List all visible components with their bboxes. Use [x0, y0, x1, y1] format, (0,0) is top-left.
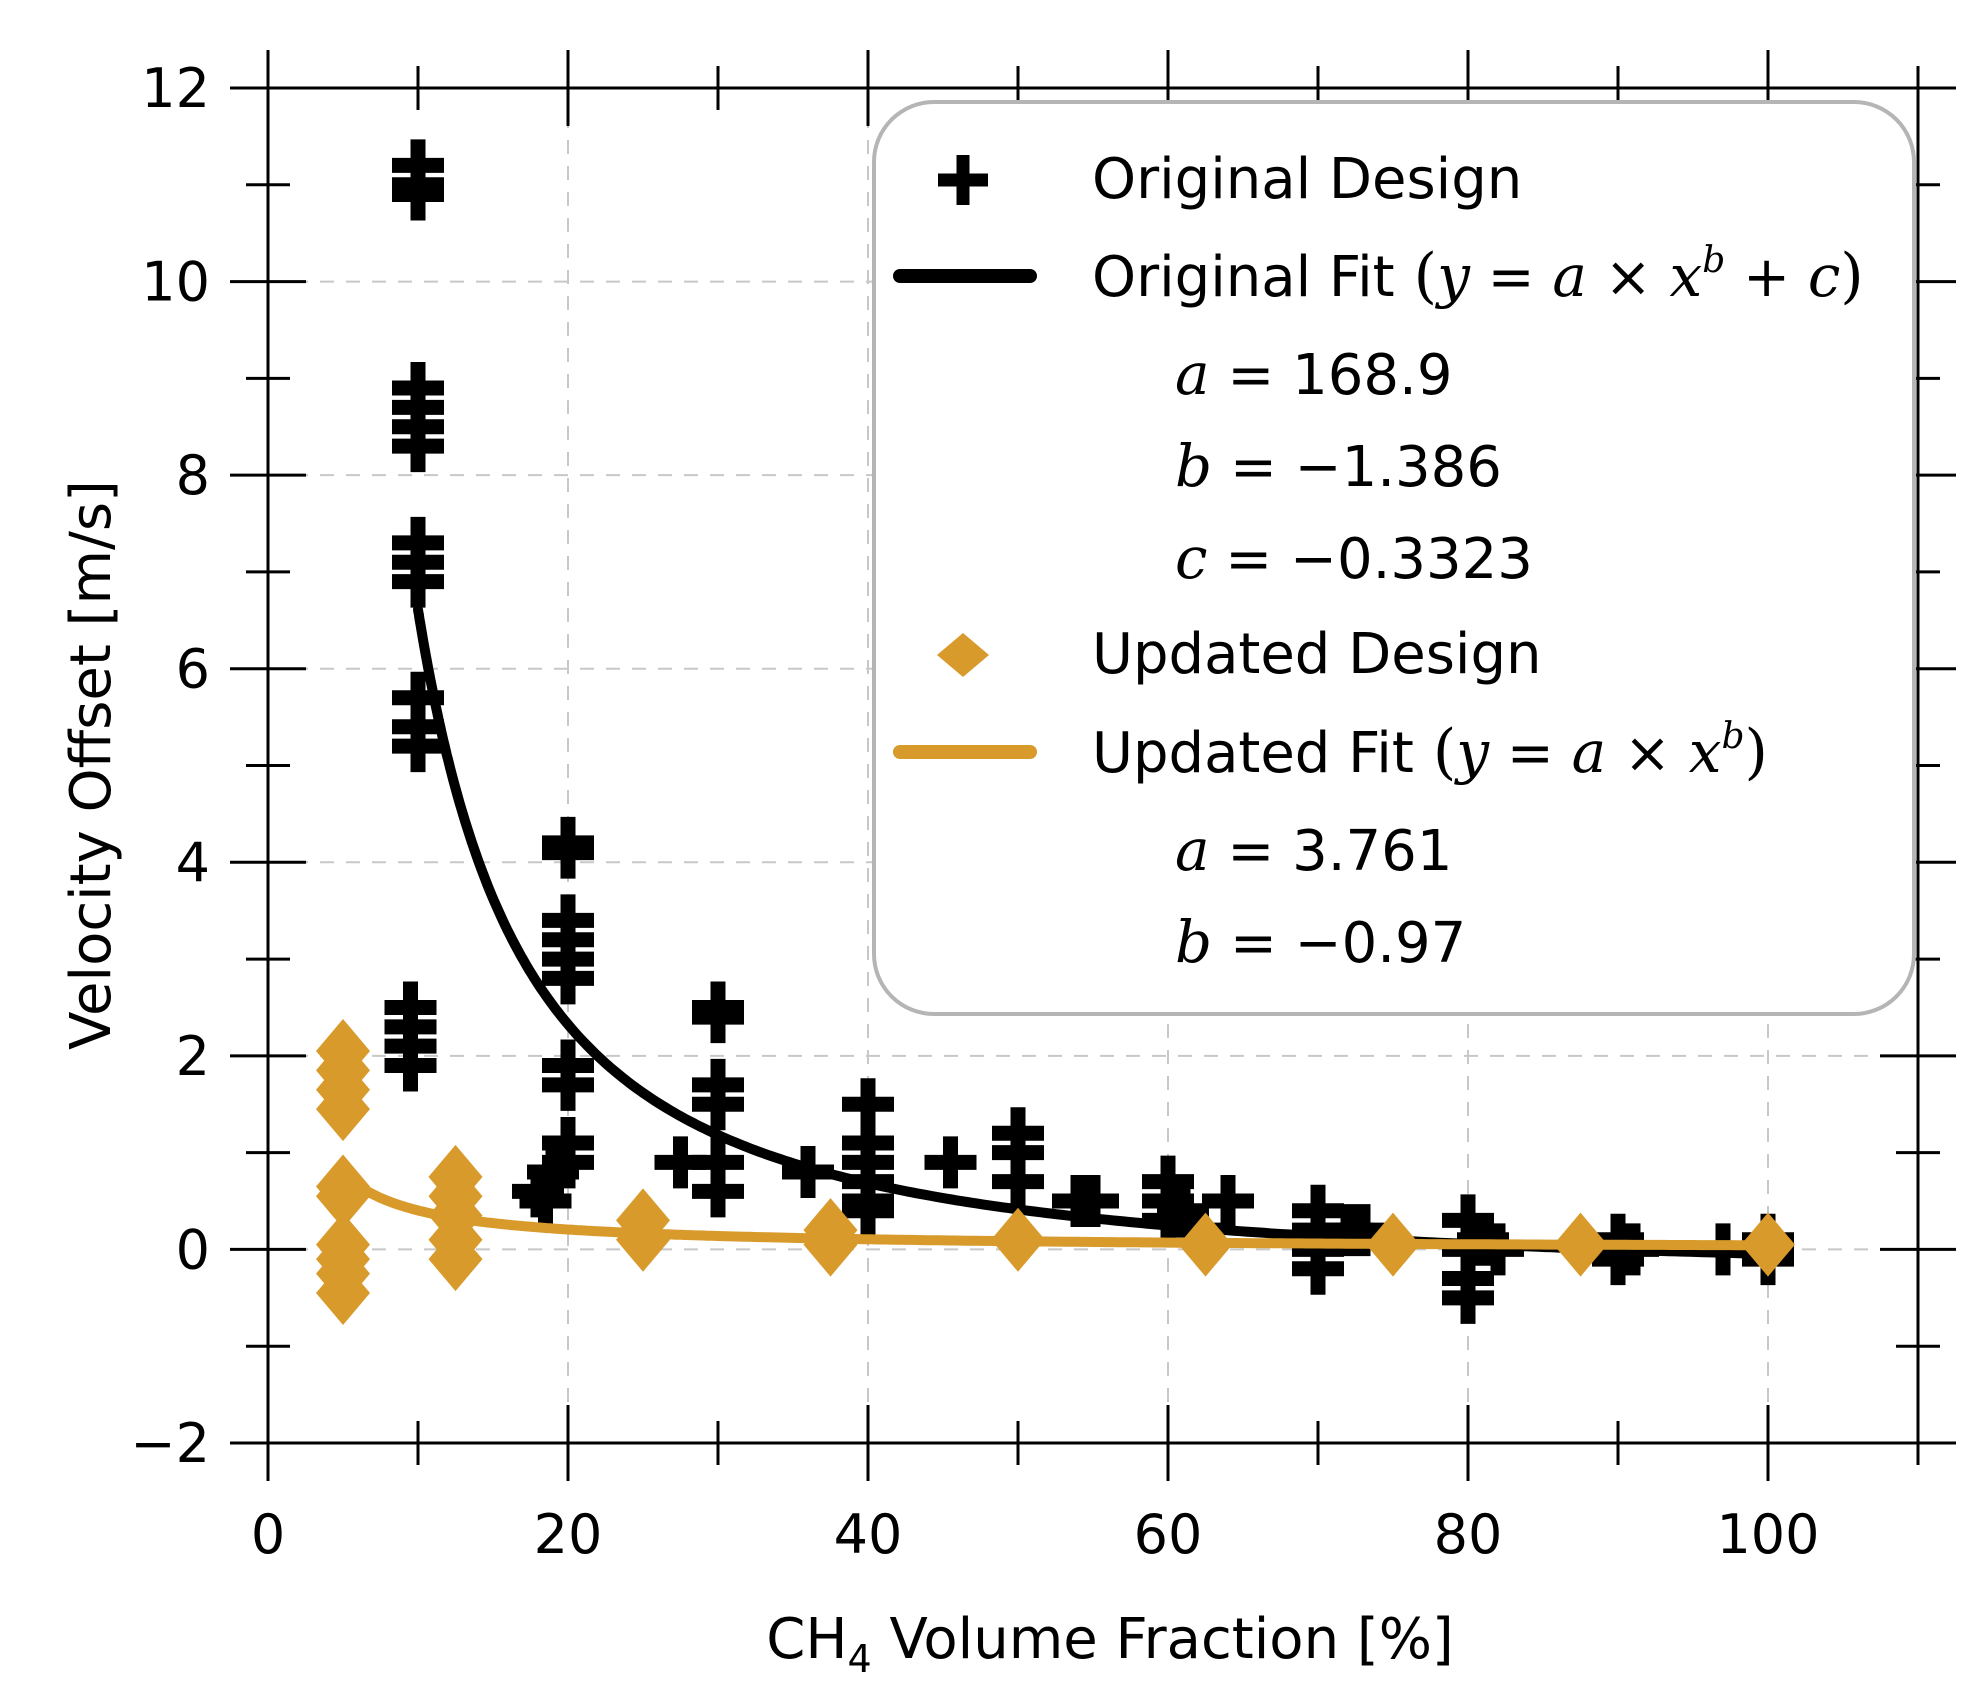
legend-original-c: c = −0.3323 [1175, 524, 1533, 592]
original-design-point [392, 555, 444, 608]
legend-original-fit: Original Fit (y = a × xb + c) [1092, 240, 1864, 311]
original-design-point [392, 720, 444, 773]
x-tick-label: 20 [534, 1503, 603, 1566]
original-design-point [542, 952, 594, 1005]
x-tick-label: 0 [251, 1503, 285, 1566]
original-design-point [924, 1136, 977, 1189]
updated-design-point [803, 1212, 858, 1277]
updated-design-point [1741, 1212, 1795, 1277]
y-tick-label: 12 [141, 57, 210, 120]
x-tick-label: 80 [1434, 1503, 1503, 1566]
original-design-point [692, 1165, 744, 1218]
legend-plus-marker [938, 155, 988, 205]
y-tick-label: −2 [130, 1412, 210, 1475]
y-axis-label: Velocity Offset [m/s] [59, 480, 124, 1050]
legend-original-b: b = −1.386 [1175, 432, 1502, 500]
tick-label-layer: 0 20 40 60 80 100 −2 0 2 4 6 8 10 12 [130, 57, 1819, 1566]
updated-design-point [428, 1227, 483, 1292]
legend-updated-design: Updated Design [1092, 622, 1542, 687]
updated-design-point [991, 1207, 1045, 1272]
x-tick-label: 100 [1716, 1503, 1819, 1566]
y-tick-label: 8 [176, 444, 210, 507]
original-design-point [992, 1155, 1044, 1208]
original-design-point [1202, 1175, 1254, 1228]
original-design-point [1292, 1242, 1344, 1295]
original-design-point [392, 420, 444, 473]
y-tick-label: 4 [176, 831, 210, 894]
legend-updated-b: b = −0.97 [1175, 908, 1466, 976]
original-design-point [842, 1184, 894, 1237]
legend: Original Design Original Fit (y = a × xb… [872, 100, 1916, 1016]
y-tick-label: 6 [176, 638, 210, 701]
legend-box [872, 100, 1916, 1016]
legend-original-a: a = 168.9 [1175, 340, 1452, 408]
y-tick-label: 2 [176, 1025, 210, 1088]
original-design-point [542, 1136, 594, 1189]
updated-design-point [616, 1207, 670, 1272]
x-tick-label: 60 [1134, 1503, 1203, 1566]
original-design-point [1442, 1271, 1494, 1324]
updated-design-point [1553, 1212, 1608, 1277]
legend-updated-a: a = 3.761 [1175, 816, 1452, 884]
legend-updated-fit: Updated Fit (y = a × xb) [1092, 716, 1768, 787]
legend-diamond-marker [937, 633, 989, 677]
y-tick-label: 0 [176, 1218, 210, 1281]
x-tick-label: 40 [834, 1503, 903, 1566]
original-design-point [692, 1078, 744, 1131]
updated-design-markers [316, 1019, 1795, 1325]
y-tick-label: 10 [141, 251, 210, 314]
updated-design-point [1366, 1212, 1420, 1277]
updated-design-point [1178, 1212, 1233, 1277]
original-design-point [542, 826, 594, 879]
original-design-point [392, 168, 444, 221]
original-design-point [542, 1058, 594, 1111]
tick-layer [230, 50, 1956, 1481]
original-design-point [692, 991, 744, 1044]
updated-design-point [316, 1260, 370, 1325]
x-axis-label: CH4 Volume Fraction [%] [766, 1607, 1454, 1681]
updated-design-point [316, 1164, 370, 1229]
original-design-point [384, 1039, 437, 1092]
updated-design-point [316, 1077, 370, 1142]
legend-original-design: Original Design [1092, 147, 1522, 212]
